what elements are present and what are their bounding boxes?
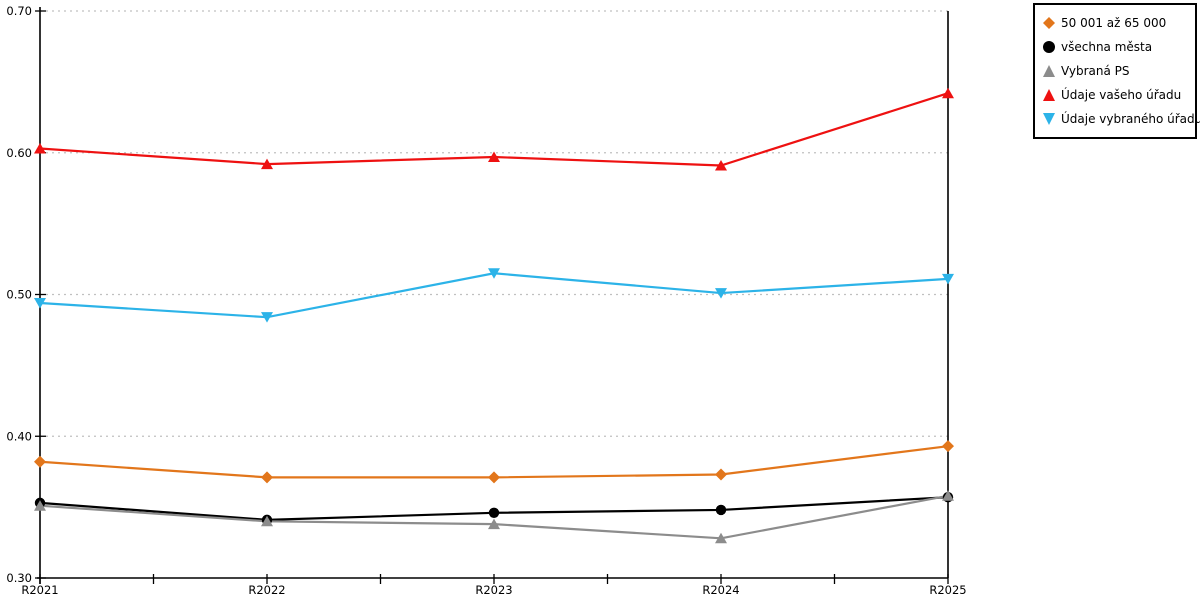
diamond-icon — [1043, 17, 1055, 29]
data-point-triangle-up — [488, 151, 500, 163]
triangle-down-icon — [1043, 113, 1055, 125]
legend-label: Údaje vybraného úřadu — [1061, 112, 1200, 126]
data-point-triangle-down — [488, 268, 500, 279]
x-tick-label: R2025 — [929, 583, 966, 597]
x-tick-label: R2024 — [702, 583, 739, 597]
triangle-up-icon — [1043, 65, 1055, 77]
circle-icon — [1043, 41, 1055, 53]
x-tick-label: R2022 — [248, 583, 285, 597]
data-point-diamond — [261, 471, 273, 484]
data-point-triangle-down — [715, 288, 727, 299]
data-point-diamond — [715, 468, 727, 481]
legend-label: všechna města — [1061, 40, 1153, 54]
data-point-circle — [715, 504, 727, 516]
legend-item-50001-az-65000: 50 001 až 65 000 — [1043, 16, 1187, 30]
data-point-triangle-down — [34, 298, 46, 309]
y-tick-label: 0.40 — [6, 429, 32, 443]
x-tick-label: R2023 — [475, 583, 512, 597]
data-point-triangle-up — [942, 87, 954, 99]
data-point-diamond — [34, 455, 46, 468]
data-point-triangle-up — [34, 142, 46, 154]
y-tick-label: 0.30 — [6, 571, 32, 585]
data-point-triangle-up — [261, 515, 273, 527]
data-point-triangle-up — [942, 490, 954, 501]
series-line — [39, 272, 949, 319]
data-point-triangle-up — [34, 500, 46, 511]
legend-label: Vybraná PS — [1061, 64, 1130, 78]
data-point-triangle-up — [715, 160, 727, 171]
data-point-circle — [488, 507, 500, 518]
legend-item-udaje-vybraneho-uradu: Údaje vybraného úřadu — [1043, 112, 1200, 126]
data-point-triangle-up — [488, 518, 500, 530]
legend: 50 001 až 65 000 všechna města Vybraná P… — [1033, 3, 1200, 139]
triangle-up-icon — [1043, 89, 1055, 101]
y-tick-label: 0.60 — [6, 146, 32, 160]
data-point-diamond — [942, 440, 954, 453]
legend-item-vsechna-mesta: všechna města — [1043, 40, 1187, 54]
x-tick-label: R2021 — [21, 583, 58, 597]
y-tick-label: 0.70 — [6, 4, 32, 18]
legend-label: 50 001 až 65 000 — [1061, 16, 1167, 30]
data-point-diamond — [488, 471, 500, 484]
legend-item-udaje-vaseho-uradu: Údaje vašeho úřadu — [1043, 88, 1187, 102]
data-point-triangle-up — [261, 158, 273, 170]
y-tick-label: 0.50 — [6, 288, 32, 302]
legend-item-vybrana-ps: Vybraná PS — [1043, 64, 1187, 78]
data-point-triangle-up — [715, 532, 727, 544]
legend-label: Údaje vašeho úřadu — [1061, 88, 1182, 102]
data-point-triangle-down — [942, 273, 954, 285]
data-point-triangle-down — [261, 312, 273, 323]
